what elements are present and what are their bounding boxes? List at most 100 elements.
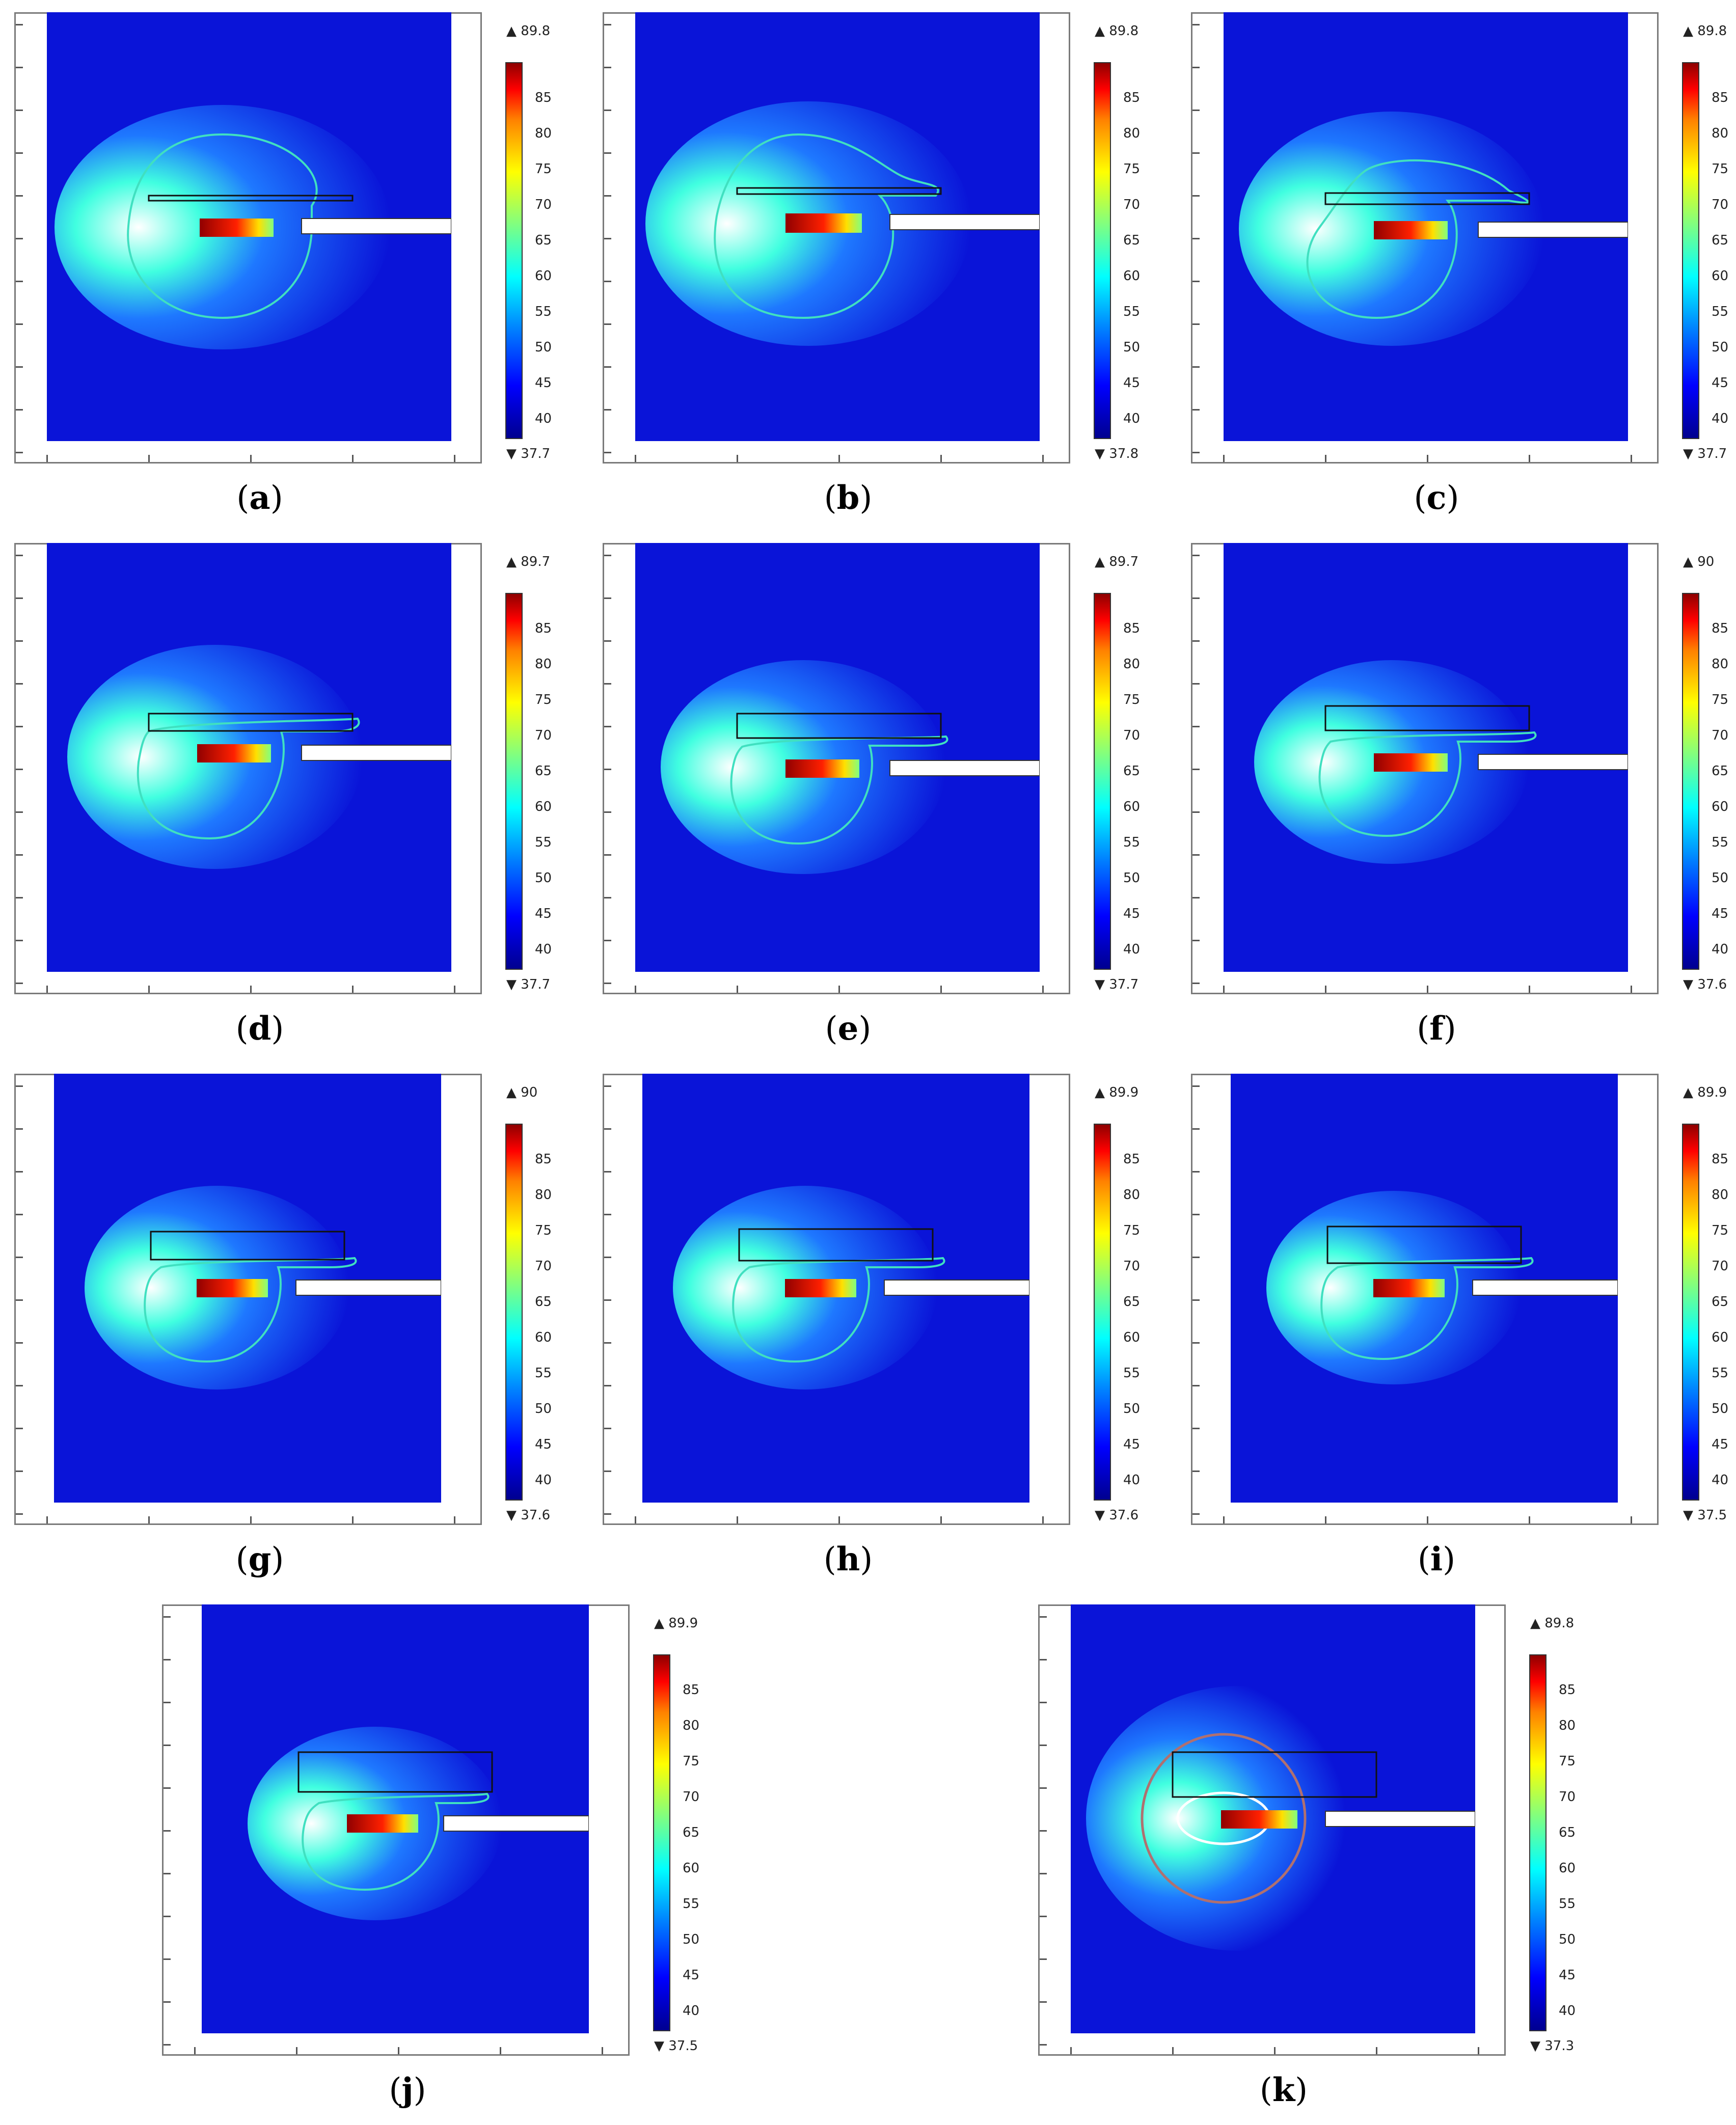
axis-tick bbox=[1427, 455, 1428, 462]
panel-i: ▲ 89.9 ▼ 37.5 85 80 75 70 65 60 55 50 45… bbox=[1182, 1067, 1736, 1581]
axis-tick bbox=[1631, 986, 1632, 993]
axis-tick bbox=[604, 1257, 611, 1258]
axis-tick bbox=[16, 983, 23, 984]
colorbar-tick: 75 bbox=[535, 1223, 552, 1238]
axis-tick bbox=[1631, 455, 1632, 462]
axis-tick bbox=[194, 2047, 196, 2054]
panel-caption: (f) bbox=[1417, 1010, 1456, 1048]
axis-tick bbox=[1192, 811, 1200, 813]
colorbar-tick: 45 bbox=[683, 1968, 700, 1983]
axis-tick bbox=[604, 152, 611, 154]
colorbar-tick: 70 bbox=[1123, 1259, 1141, 1274]
axis-tick bbox=[352, 455, 354, 462]
axis-tick bbox=[500, 2047, 501, 2054]
axis-tick bbox=[16, 1299, 23, 1301]
axis-tick bbox=[604, 110, 611, 111]
axis-tick bbox=[1192, 897, 1200, 898]
colorbar-tick: 85 bbox=[1123, 1152, 1141, 1167]
panel-caption: (g) bbox=[235, 1540, 284, 1578]
colorbar-tick: 40 bbox=[535, 1473, 552, 1488]
axis-tick bbox=[1274, 2047, 1276, 2054]
axis-tick bbox=[1427, 986, 1428, 993]
colorbar-tick: 60 bbox=[535, 799, 552, 814]
axis-tick bbox=[604, 1385, 611, 1386]
colorbar-tick: 75 bbox=[1712, 1223, 1729, 1238]
colorbar-tick: 85 bbox=[683, 1682, 700, 1698]
colorbar-min: ▼ 37.5 bbox=[654, 2038, 698, 2054]
axis-tick bbox=[604, 940, 611, 941]
axis-tick bbox=[1192, 195, 1200, 197]
panel-k: ▲ 89.8 ▼ 37.3 85 80 75 70 65 60 55 50 45… bbox=[1029, 1597, 1597, 2112]
temperature-field-plot bbox=[635, 12, 1040, 441]
axis-tick bbox=[16, 110, 23, 111]
colorbar-tick: 70 bbox=[1712, 728, 1729, 743]
colorbar-tick: 45 bbox=[1123, 375, 1141, 391]
axis-tick bbox=[16, 1085, 23, 1087]
axis-tick bbox=[164, 1830, 171, 1832]
axis-tick bbox=[1192, 366, 1200, 368]
colorbar-tick: 45 bbox=[1559, 1968, 1576, 1983]
colorbar-tick: 75 bbox=[1123, 161, 1141, 177]
axis-tick bbox=[250, 1516, 252, 1523]
colorbar-tick: 75 bbox=[683, 1754, 700, 1769]
axis-tick bbox=[250, 455, 252, 462]
axis-tick bbox=[635, 986, 636, 993]
axis-tick bbox=[604, 769, 611, 770]
colorbar-max: ▲ 89.8 bbox=[1530, 1616, 1575, 1631]
axis-tick bbox=[1192, 726, 1200, 727]
axis-tick bbox=[635, 455, 636, 462]
axis-tick bbox=[1192, 24, 1200, 25]
colorbar-tick: 55 bbox=[535, 835, 552, 850]
axis-tick bbox=[604, 854, 611, 856]
colorbar-tick: 60 bbox=[535, 268, 552, 284]
axis-tick bbox=[164, 1873, 171, 1874]
axis-tick bbox=[604, 323, 611, 325]
axis-tick bbox=[16, 854, 23, 856]
axis-tick bbox=[16, 1470, 23, 1472]
axis-tick bbox=[1376, 2047, 1377, 2054]
colorbar-tick: 65 bbox=[683, 1825, 700, 1840]
panel-caption: (e) bbox=[825, 1010, 872, 1048]
axis-tick bbox=[1192, 854, 1200, 856]
axis-tick bbox=[1040, 1873, 1047, 1874]
colorbar-tick: 70 bbox=[683, 1789, 700, 1805]
axis-tick bbox=[1223, 455, 1225, 462]
colorbar-tick: 75 bbox=[535, 692, 552, 707]
axis-tick bbox=[604, 1470, 611, 1472]
axis-tick bbox=[148, 986, 150, 993]
colorbar-max: ▲ 89.8 bbox=[506, 23, 551, 39]
colorbar-max: ▲ 89.7 bbox=[1095, 554, 1139, 569]
axis-tick bbox=[1427, 1516, 1428, 1523]
axis-tick bbox=[16, 1171, 23, 1173]
axis-tick bbox=[164, 1745, 171, 1746]
axis-tick bbox=[46, 455, 48, 462]
panel-b: ▲ 89.8 ▼ 37.8 85 80 75 70 65 60 55 50 45… bbox=[593, 5, 1161, 520]
axis-tick bbox=[1529, 455, 1530, 462]
axis-tick bbox=[16, 726, 23, 727]
axis-tick bbox=[1192, 597, 1200, 599]
axis-tick bbox=[1040, 2044, 1047, 2046]
colorbar-max: ▲ 89.8 bbox=[1095, 23, 1139, 39]
axis-tick bbox=[604, 1171, 611, 1173]
axis-tick bbox=[604, 683, 611, 685]
axis-tick bbox=[16, 897, 23, 898]
colorbar-tick: 65 bbox=[1123, 764, 1141, 779]
axis-tick bbox=[604, 897, 611, 898]
colorbar-tick: 60 bbox=[1123, 268, 1141, 284]
colorbar-min: ▼ 37.6 bbox=[1095, 1508, 1139, 1523]
panel-j: ▲ 89.9 ▼ 37.5 85 80 75 70 65 60 55 50 45… bbox=[153, 1597, 721, 2112]
colorbar-tick: 50 bbox=[683, 1932, 700, 1947]
colorbar-tick: 40 bbox=[1712, 411, 1729, 426]
colorbar bbox=[1094, 62, 1111, 439]
axis-tick bbox=[398, 2047, 399, 2054]
axis-tick bbox=[940, 986, 942, 993]
axis-tick bbox=[454, 455, 455, 462]
colorbar bbox=[1094, 1124, 1111, 1501]
temperature-field-plot bbox=[1071, 1604, 1475, 2033]
axis-tick bbox=[1192, 1428, 1200, 1429]
colorbar-tick: 45 bbox=[1123, 906, 1141, 921]
axis-tick bbox=[1192, 940, 1200, 941]
axis-tick bbox=[164, 2001, 171, 2003]
colorbar-max: ▲ 89.9 bbox=[654, 1616, 698, 1631]
axis-tick bbox=[1042, 1516, 1044, 1523]
